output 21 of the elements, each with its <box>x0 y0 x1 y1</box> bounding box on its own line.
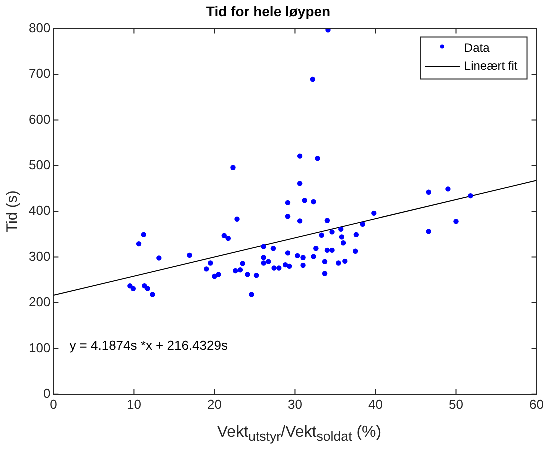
x-tick-label: 40 <box>368 396 383 412</box>
x-tick-label: 60 <box>530 396 544 412</box>
chart-title: Tid for hele løypen <box>206 3 331 20</box>
legend-label: Data <box>464 41 490 56</box>
legend-label: Lineært fit <box>464 59 518 74</box>
y-tick-label: 600 <box>28 112 51 127</box>
x-tick-label: 10 <box>126 396 142 412</box>
x-tick-label: 30 <box>288 396 302 412</box>
y-tick-label: 400 <box>28 203 51 218</box>
y-tick-label: 700 <box>28 66 51 82</box>
y-tick-label: 300 <box>28 248 51 264</box>
x-tick-label: 50 <box>449 396 464 412</box>
y-tick-label: 800 <box>28 20 51 36</box>
y-axis-title: Tid (s) <box>4 190 22 233</box>
x-axis-title: Vekt$_{utstyr}$/Vekt$_{soldat}$ (%) <box>216 424 383 444</box>
y-tick-label: 100 <box>28 340 51 356</box>
y-tick-label: 0 <box>43 386 51 401</box>
y-tick-label: 200 <box>28 294 51 310</box>
x-tick-label: 20 <box>207 396 222 412</box>
annotation: y = 4.1874s *x + 216.4329s <box>70 338 228 353</box>
y-tick-label: 500 <box>28 157 51 172</box>
